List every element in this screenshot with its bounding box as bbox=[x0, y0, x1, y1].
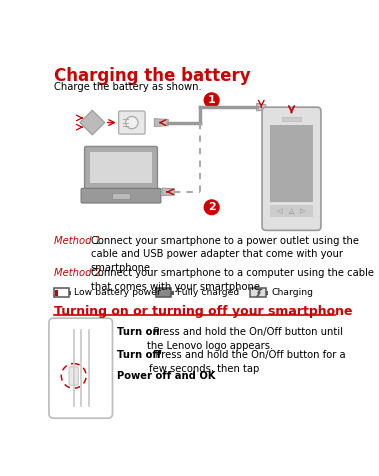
Bar bbox=[270, 125, 313, 202]
Circle shape bbox=[204, 93, 219, 108]
Text: Charging the battery: Charging the battery bbox=[53, 67, 250, 85]
Text: Charge the battery as shown.: Charge the battery as shown. bbox=[53, 82, 201, 92]
Text: Connect your smartphone to a power outlet using the
cable and USB power adapter : Connect your smartphone to a power outle… bbox=[91, 236, 359, 273]
Polygon shape bbox=[162, 188, 174, 196]
Text: Turning on or turning off your smartphone: Turning on or turning off your smartphon… bbox=[53, 305, 352, 318]
Bar bbox=[90, 152, 152, 183]
Text: Charging: Charging bbox=[271, 288, 313, 297]
Bar bbox=[251, 288, 266, 298]
Bar bbox=[55, 290, 58, 296]
Text: Fully charged: Fully charged bbox=[177, 288, 239, 297]
Bar bbox=[270, 205, 313, 217]
Text: : Press and hold the On/Off button until
the Lenovo logo appears.: : Press and hold the On/Off button until… bbox=[147, 327, 343, 351]
FancyBboxPatch shape bbox=[49, 318, 113, 418]
Text: Method 2.: Method 2. bbox=[53, 268, 104, 278]
Text: 1: 1 bbox=[208, 95, 216, 105]
Text: Turn on: Turn on bbox=[117, 327, 160, 337]
Bar bbox=[53, 288, 69, 298]
Bar bbox=[266, 291, 268, 295]
Text: Low battery power: Low battery power bbox=[75, 288, 161, 297]
Bar bbox=[156, 288, 171, 298]
Bar bbox=[171, 291, 174, 295]
Text: 2: 2 bbox=[208, 202, 216, 212]
Circle shape bbox=[204, 200, 219, 215]
Polygon shape bbox=[257, 103, 266, 111]
FancyBboxPatch shape bbox=[119, 111, 145, 134]
Text: Connect your smartphone to a computer using the cable
that comes with your smart: Connect your smartphone to a computer us… bbox=[91, 268, 374, 292]
FancyBboxPatch shape bbox=[262, 107, 321, 230]
Polygon shape bbox=[154, 119, 168, 127]
Bar bbox=[282, 117, 301, 121]
Text: ◁: ◁ bbox=[277, 208, 283, 214]
Text: Method 1.: Method 1. bbox=[53, 236, 104, 246]
FancyBboxPatch shape bbox=[81, 188, 161, 203]
Text: Power off and OK: Power off and OK bbox=[117, 370, 216, 380]
Text: .: . bbox=[186, 370, 190, 380]
Circle shape bbox=[126, 117, 138, 129]
Bar bbox=[69, 291, 71, 295]
Polygon shape bbox=[80, 110, 105, 135]
Text: Turn off: Turn off bbox=[117, 350, 161, 360]
Bar bbox=[112, 193, 130, 199]
Text: : Press and hold the On/Off button for a
few seconds, then tap: : Press and hold the On/Off button for a… bbox=[149, 350, 346, 374]
FancyBboxPatch shape bbox=[69, 367, 78, 385]
Text: ▷: ▷ bbox=[301, 208, 306, 214]
FancyBboxPatch shape bbox=[85, 147, 157, 189]
Text: △: △ bbox=[289, 208, 294, 214]
